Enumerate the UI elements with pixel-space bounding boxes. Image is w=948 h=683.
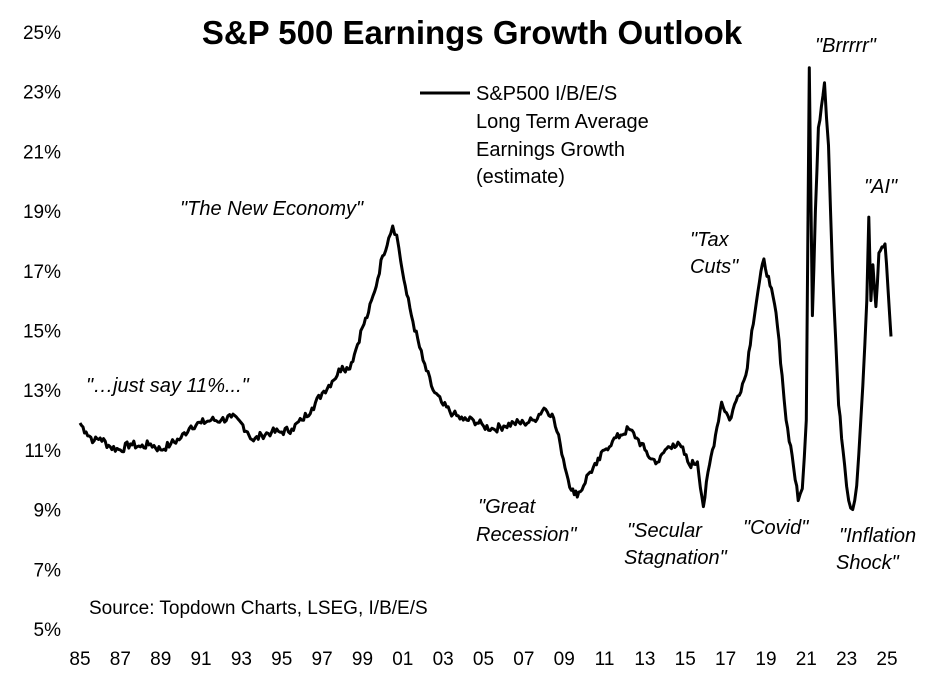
chart-title: S&P 500 Earnings Growth Outlook bbox=[202, 14, 743, 51]
x-tick-label: 13 bbox=[634, 649, 655, 670]
x-tick-label: 19 bbox=[755, 649, 776, 670]
annotations: "…just say 11%..." "The New Economy" "Gr… bbox=[86, 35, 916, 574]
annotation-tax-cuts-line-1: "Tax bbox=[690, 229, 730, 251]
x-tick-label: 99 bbox=[352, 649, 373, 670]
y-tick-label: 11% bbox=[24, 441, 61, 462]
legend-line-2: Long Term Average bbox=[476, 111, 649, 133]
x-tick-label: 05 bbox=[473, 649, 494, 670]
x-tick-label: 01 bbox=[392, 649, 413, 670]
series-line bbox=[78, 66, 893, 512]
annotation-just-say-11: "…just say 11%..." bbox=[86, 375, 250, 397]
y-tick-label: 21% bbox=[23, 142, 61, 163]
x-tick-label: 07 bbox=[513, 649, 534, 670]
y-tick-label: 15% bbox=[23, 322, 61, 343]
y-tick-label: 5% bbox=[34, 620, 62, 641]
annotation-inflation-shock-line-1: "Inflation bbox=[839, 525, 916, 547]
source-note: Source: Topdown Charts, LSEG, I/B/E/S bbox=[89, 598, 428, 619]
x-tick-label: 85 bbox=[69, 649, 90, 670]
y-tick-label: 9% bbox=[34, 501, 62, 522]
annotation-great-recession-line-2: Recession" bbox=[476, 524, 577, 546]
y-tick-label: 23% bbox=[23, 83, 61, 104]
legend: S&P500 I/B/E/S Long Term Average Earning… bbox=[420, 83, 649, 188]
y-tick-label: 19% bbox=[23, 202, 61, 223]
x-tick-label: 25 bbox=[876, 649, 897, 670]
annotation-inflation-shock-line-2: Shock" bbox=[836, 552, 900, 574]
legend-line-4: (estimate) bbox=[476, 166, 565, 188]
x-tick-label: 03 bbox=[433, 649, 454, 670]
y-tick-label: 17% bbox=[23, 262, 61, 283]
legend-line-3: Earnings Growth bbox=[476, 139, 625, 161]
x-tick-label: 21 bbox=[796, 649, 817, 670]
x-tick-label: 23 bbox=[836, 649, 857, 670]
annotation-secular-stagnation-line-1: "Secular bbox=[627, 520, 703, 542]
annotation-tax-cuts-line-2: Cuts" bbox=[690, 256, 739, 278]
x-tick-label: 87 bbox=[110, 649, 131, 670]
x-tick-label: 93 bbox=[231, 649, 252, 670]
x-tick-label: 91 bbox=[190, 649, 211, 670]
y-tick-label: 13% bbox=[23, 381, 61, 402]
x-tick-label: 97 bbox=[312, 649, 333, 670]
y-axis: 5% 7% 9% 11% 13% 15% 17% 19% 21% 23% 25% bbox=[23, 23, 61, 641]
series-layer bbox=[78, 66, 893, 512]
annotation-brrrrr: "Brrrrr" bbox=[815, 35, 877, 57]
x-tick-label: 17 bbox=[715, 649, 736, 670]
x-axis: 85 87 89 91 93 95 97 99 01 03 05 07 09 11 13 15 17 19 21 23… bbox=[69, 649, 897, 670]
annotation-new-economy: "The New Economy" bbox=[180, 198, 364, 220]
annotation-ai: "AI" bbox=[864, 176, 898, 198]
annotation-great-recession-line-1: "Great bbox=[478, 496, 537, 518]
x-tick-label: 89 bbox=[150, 649, 171, 670]
y-tick-label: 7% bbox=[34, 560, 62, 581]
x-tick-label: 09 bbox=[554, 649, 575, 670]
y-tick-label: 25% bbox=[23, 23, 61, 44]
x-tick-label: 15 bbox=[675, 649, 696, 670]
annotation-secular-stagnation-line-2: Stagnation" bbox=[624, 547, 728, 569]
x-tick-label: 11 bbox=[595, 649, 615, 670]
legend-line-1: S&P500 I/B/E/S bbox=[476, 83, 617, 105]
x-tick-label: 95 bbox=[271, 649, 292, 670]
annotation-covid: "Covid" bbox=[743, 517, 809, 539]
